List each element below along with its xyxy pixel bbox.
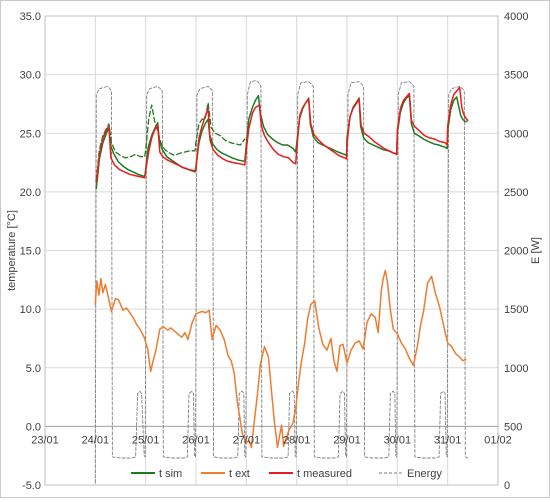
y-axis-title: temperature [°C] (6, 210, 18, 291)
y2-tick-label: 4000 (504, 11, 528, 23)
x-tick-label: 26/01 (182, 434, 210, 446)
series-line-t-ext (94, 269, 467, 449)
y-tick-label: 5.0 (26, 363, 41, 375)
legend-label: Energy (407, 468, 442, 480)
y-tick-label: 25.0 (20, 128, 41, 140)
series-lines (94, 80, 469, 484)
y2-tick-label: 2500 (504, 187, 528, 199)
y2-tick-label: 500 (504, 421, 522, 433)
y2-tick-label: 1000 (504, 363, 528, 375)
x-tick-label: 31/01 (434, 434, 462, 446)
legend-label: t sim (159, 468, 182, 480)
y-tick-label: 0.0 (26, 421, 41, 433)
y2-tick-label: 3000 (504, 128, 528, 140)
series-line-energy (94, 80, 469, 484)
y2-tick-label: 2000 (504, 246, 528, 258)
x-tick-label: 28/01 (283, 434, 311, 446)
y-tick-label: 20.0 (20, 187, 41, 199)
x-tick-label: 25/01 (132, 434, 160, 446)
y2-tick-label: 0 (504, 480, 510, 492)
y-tick-label: 35.0 (20, 11, 41, 23)
axes (44, 15, 499, 486)
x-tick-label: 01/02 (484, 434, 512, 446)
y2-tick-label: 3500 (504, 70, 528, 82)
y-tick-label: 10.0 (20, 304, 41, 316)
x-tick-label: 24/01 (82, 434, 110, 446)
x-tick-label: 27/01 (233, 434, 261, 446)
y2-tick-label: 1500 (504, 304, 528, 316)
x-tick-label: 30/01 (384, 434, 412, 446)
axis-labels: -5.0 0.0 5.0 10.0 15.0 20.0 25.0 30.0 35.0 0 500 10… (6, 11, 542, 492)
grid-lines (44, 15, 499, 486)
x-tick-label: 23/01 (31, 434, 59, 446)
y-tick-label: 30.0 (20, 70, 41, 82)
plot-area-border (44, 15, 499, 486)
x-tick-label: 29/01 (333, 434, 361, 446)
legend: t sim t ext t measured Energy (131, 468, 442, 480)
series-line-t-sim-no-control- (95, 102, 246, 181)
series-line-t-measured (95, 86, 469, 184)
y2-axis-title: E [W] (530, 237, 542, 264)
y-tick-label: -5.0 (22, 480, 41, 492)
y-tick-label: 15.0 (20, 246, 41, 258)
legend-label: t measured (297, 468, 352, 480)
legend-label: t ext (229, 468, 250, 480)
